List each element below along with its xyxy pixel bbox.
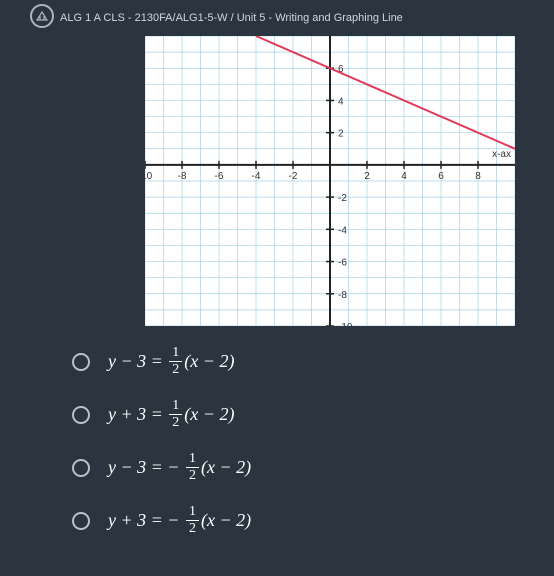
svg-text:8: 8 (475, 171, 481, 182)
svg-text:4: 4 (338, 96, 344, 107)
svg-text:-10: -10 (145, 171, 153, 182)
answer-options: y − 3 = 12(x − 2) y + 3 = 12(x − 2) y − 3 … (72, 346, 251, 536)
answer-option-3[interactable]: y + 3 = − 12(x − 2) (72, 505, 251, 536)
formula-text: y + 3 = − 12(x − 2) (108, 505, 251, 536)
radio-button[interactable] (72, 459, 90, 477)
svg-text:-4: -4 (252, 171, 261, 182)
svg-text:-10: -10 (338, 322, 353, 326)
formula-text: y − 3 = 12(x − 2) (108, 346, 234, 377)
answer-option-2[interactable]: y − 3 = − 12(x − 2) (72, 452, 251, 483)
graph-chart: -10-8-6-4-22468246-2-4-6-8-10x-ax (145, 36, 515, 326)
svg-text:-6: -6 (215, 171, 224, 182)
svg-text:-8: -8 (178, 171, 187, 182)
answer-option-1[interactable]: y + 3 = 12(x − 2) (72, 399, 251, 430)
answer-option-0[interactable]: y − 3 = 12(x − 2) (72, 346, 251, 377)
svg-text:2: 2 (364, 171, 370, 182)
svg-text:-2: -2 (289, 171, 298, 182)
radio-button[interactable] (72, 406, 90, 424)
radio-button[interactable] (72, 512, 90, 530)
breadcrumb-text: ALG 1 A CLS - 2130FA/ALG1-5-W / Unit 5 -… (60, 12, 403, 24)
breadcrumb-bar: ALG 1 A CLS - 2130FA/ALG1-5-W / Unit 5 -… (0, 0, 554, 36)
course-icon (30, 4, 54, 28)
svg-text:2: 2 (338, 129, 344, 140)
svg-text:-8: -8 (338, 290, 347, 301)
svg-text:x-ax: x-ax (492, 149, 511, 160)
svg-text:-4: -4 (338, 225, 347, 236)
formula-text: y − 3 = − 12(x − 2) (108, 452, 251, 483)
formula-text: y + 3 = 12(x − 2) (108, 399, 234, 430)
svg-text:4: 4 (401, 171, 407, 182)
svg-text:6: 6 (438, 171, 444, 182)
svg-text:-6: -6 (338, 258, 347, 269)
svg-text:-2: -2 (338, 193, 347, 204)
radio-button[interactable] (72, 353, 90, 371)
chart-svg: -10-8-6-4-22468246-2-4-6-8-10x-ax (145, 36, 515, 326)
